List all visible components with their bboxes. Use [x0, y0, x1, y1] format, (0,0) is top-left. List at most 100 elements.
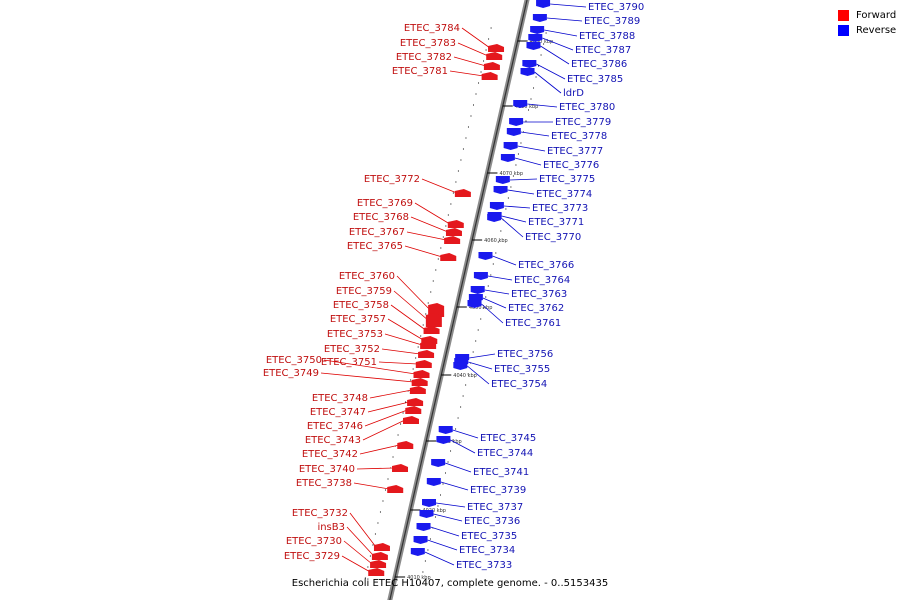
- legend: Forward Reverse: [838, 8, 896, 38]
- reverse-gene-label: ETEC_3790: [588, 2, 644, 13]
- tick-label: 4060 kbp: [484, 238, 508, 244]
- forward-gene-label: ETEC_3759: [336, 286, 392, 297]
- forward-gene-label: ETEC_3750: [266, 355, 322, 366]
- forward-gene-arrow: [370, 560, 387, 568]
- forward-gene-label: ETEC_3760: [339, 271, 395, 282]
- reverse-gene-arrow: [453, 362, 468, 370]
- connector-line: [353, 482, 390, 490]
- connector-line: [323, 359, 416, 375]
- reverse-gene-label: ETEC_3736: [464, 516, 520, 527]
- reverse-gene-label: ETEC_3787: [575, 45, 631, 56]
- reverse-gene-arrow: [530, 26, 545, 34]
- reverse-gene-label: ETEC_3770: [525, 232, 581, 243]
- connector-line: [481, 303, 504, 324]
- reverse-genes: ETEC_3790 ETEC_3789 ETEC_3788 ETEC_3787 ETEC…: [410, 0, 644, 571]
- forward-gene-label: ETEC_3738: [296, 478, 352, 489]
- reverse-gene-label: ETEC_3771: [528, 217, 584, 228]
- reverse-gene-label: ETEC_3745: [480, 433, 536, 444]
- connector-line: [550, 3, 587, 8]
- connector-line: [435, 502, 466, 508]
- tick-label: 4080 kbp: [515, 104, 539, 110]
- connector-line: [427, 539, 458, 551]
- forward-gene-label: ETEC_3753: [327, 329, 383, 340]
- connector-line: [503, 205, 531, 209]
- reverse-gene-label: ETEC_3733: [456, 560, 512, 571]
- tick-label: 4050 kbp: [469, 305, 493, 311]
- forward-gene-arrow: [407, 398, 424, 406]
- connector-line: [517, 145, 546, 152]
- forward-gene-arrow: [444, 236, 461, 244]
- forward-gene-arrow: [373, 543, 390, 551]
- connector-line: [527, 103, 558, 108]
- reverse-gene-label: ETEC_3763: [511, 289, 567, 300]
- forward-gene-arrow: [486, 52, 503, 60]
- connector-line: [390, 304, 426, 331]
- reverse-gene-label: ETEC_3789: [584, 16, 640, 27]
- forward-gene-arrow: [454, 189, 471, 197]
- forward-gene-arrow: [447, 220, 464, 228]
- connector-line: [500, 217, 524, 238]
- forward-gene-label: ETEC_3743: [305, 435, 361, 446]
- connector-line: [378, 361, 418, 365]
- reverse-gene-label: ETEC_3756: [497, 349, 553, 360]
- connector-line: [469, 353, 496, 359]
- forward-gene-label: ETEC_3746: [307, 421, 363, 432]
- connector-line: [544, 29, 578, 37]
- forward-gene-label: ETEC_3757: [330, 314, 386, 325]
- forward-gene-arrow: [371, 552, 388, 560]
- connector-line: [542, 37, 574, 51]
- forward-gene-label: ETEC_3749: [263, 368, 319, 379]
- reverse-gene-arrow: [526, 42, 541, 50]
- reverse-gene-arrow: [413, 536, 428, 544]
- connector-line: [421, 178, 458, 194]
- reverse-gene-label: ETEC_3754: [491, 379, 547, 390]
- reverse-gene-arrow: [478, 252, 493, 260]
- guide-dashes: [364, 27, 547, 584]
- reverse-gene-label: ETEC_3734: [459, 545, 515, 556]
- forward-gene-arrow: [481, 72, 498, 80]
- forward-gene-arrow: [445, 228, 462, 236]
- forward-gene-label: ETEC_3765: [347, 241, 403, 252]
- forward-gene-label: ETEC_3748: [312, 393, 368, 404]
- forward-gene-label: ETEC_3768: [353, 212, 409, 223]
- forward-gene-arrow: [425, 313, 442, 327]
- reverse-gene-label: ETEC_3773: [532, 203, 588, 214]
- forward-gene-arrow: [483, 62, 500, 70]
- forward-gene-arrow: [397, 441, 414, 449]
- connector-line: [369, 389, 412, 399]
- connector-line: [406, 231, 447, 241]
- reverse-gene-arrow: [431, 459, 446, 467]
- reverse-gene-arrow: [522, 60, 537, 68]
- connector-line: [536, 63, 566, 80]
- forward-gene-label: ETEC_3730: [286, 536, 342, 547]
- connector-line: [445, 462, 472, 473]
- connector-line: [349, 512, 377, 548]
- legend-item-reverse: Reverse: [838, 23, 896, 38]
- forward-gene-arrow: [387, 485, 404, 493]
- reverse-gene-arrow: [500, 154, 515, 162]
- reverse-gene-arrow: [509, 118, 524, 126]
- reverse-gene-label: ETEC_3785: [567, 74, 623, 85]
- reverse-gene-arrow: [436, 436, 451, 444]
- connector-line: [341, 555, 371, 573]
- connector-line: [384, 333, 423, 346]
- connector-line: [414, 202, 451, 225]
- reverse-gene-label: ETEC_3774: [536, 189, 592, 200]
- connector-line: [440, 481, 469, 491]
- reverse-gene-arrow: [495, 176, 510, 184]
- forward-gene-arrow: [415, 360, 432, 368]
- connector-line: [507, 189, 535, 195]
- reverse-gene-label: ETEC_3741: [473, 467, 529, 478]
- connector-line: [387, 318, 424, 341]
- reverse-gene-arrow: [470, 286, 485, 294]
- legend-label-reverse: Reverse: [856, 25, 897, 36]
- reverse-gene-arrow: [473, 272, 488, 280]
- reverse-gene-label: ETEC_3755: [494, 364, 550, 375]
- reverse-gene-arrow: [520, 68, 535, 76]
- connector-line: [453, 56, 487, 67]
- connector-line: [452, 429, 479, 439]
- reverse-gene-label: ETEC_3788: [579, 31, 635, 42]
- legend-label-forward: Forward: [856, 10, 897, 21]
- reverse-swatch: [838, 25, 849, 36]
